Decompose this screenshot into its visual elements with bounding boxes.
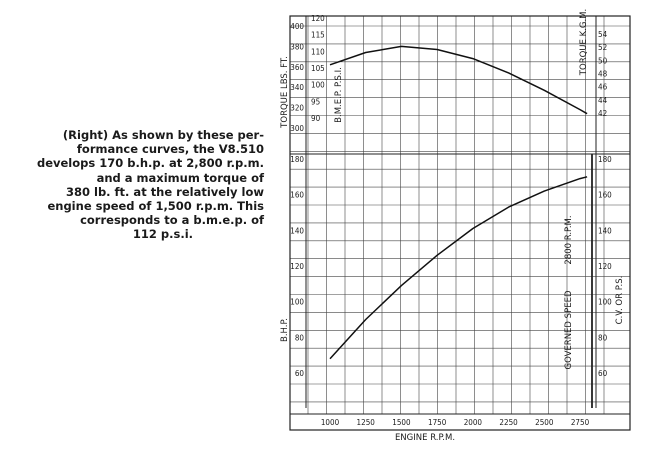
chart-frame <box>289 15 631 431</box>
axis-title-rpm: ENGINE R.P.M. <box>395 433 455 443</box>
axis-title-bhp: B.H.P. <box>280 318 290 342</box>
chart-curves <box>329 45 588 360</box>
tick-label-cv: 80 <box>598 333 608 342</box>
caption-line: formance curves, the V8.510 <box>76 142 264 157</box>
tick-label-torque-lbft: 400 <box>290 22 304 31</box>
tick-label-cv: 160 <box>598 191 612 200</box>
caption-line: 112 p.s.i. <box>132 227 194 242</box>
governed-speed-label: GOVERNED SPEED <box>564 290 574 369</box>
tick-label-bhp: 60 <box>295 369 305 378</box>
tick-label-torque-lbft: 300 <box>290 124 304 133</box>
tick-label-bhp: 180 <box>290 155 304 164</box>
tick-label-bmep: 120 <box>311 14 325 23</box>
chart-grid <box>290 16 630 414</box>
axis-title-torque-kgm: TORQUE K.G.M. <box>579 9 589 76</box>
governed-rpm-label: 2800 R.P.M. <box>564 215 574 264</box>
tick-label-torque-kgm: 52 <box>598 43 607 52</box>
axis-title-torque-lbft: TORQUE LBS. FT. <box>280 56 290 129</box>
chart-border <box>289 15 631 431</box>
chart-labels: TORQUE LBS. FT. B.M.E.P. P.S.I. TORQUE K.G… <box>280 9 625 443</box>
tick-label-torque-kgm: 46 <box>598 83 608 92</box>
caption-line: engine speed of 1,500 r.p.m. This <box>47 199 264 214</box>
caption-line: corresponds to a b.m.e.p. of <box>80 213 264 228</box>
tick-label-cv: 100 <box>598 298 612 307</box>
caption-line: (Right) As shown by these per- <box>62 128 264 142</box>
tick-label-bmep: 100 <box>311 81 325 90</box>
tick-label-bhp: 160 <box>290 191 304 200</box>
tick-label-torque-kgm: 50 <box>598 56 608 65</box>
tick-label-torque-kgm: 48 <box>598 70 608 79</box>
tick-label-rpm: 2500 <box>535 418 554 427</box>
tick-label-bhp: 140 <box>290 226 304 235</box>
tick-label-cv: 120 <box>598 262 612 271</box>
tick-label-bmep: 90 <box>311 114 321 123</box>
tick-label-rpm: 2000 <box>464 418 483 427</box>
tick-label-torque-kgm: 42 <box>598 109 607 118</box>
tick-label-torque-kgm: 54 <box>598 30 608 39</box>
tick-label-rpm: 2750 <box>571 418 590 427</box>
tick-label-bhp: 80 <box>295 333 305 342</box>
tick-label-rpm: 1500 <box>392 418 411 427</box>
tick-label-cv: 60 <box>598 369 608 378</box>
tick-label-bmep: 95 <box>311 97 320 106</box>
tick-label-bmep: 110 <box>311 47 325 56</box>
power-curve <box>329 176 588 360</box>
tick-label-rpm: 1250 <box>357 418 376 427</box>
torque-curve <box>329 45 588 115</box>
tick-label-bhp: 100 <box>290 298 304 307</box>
tick-label-cv: 180 <box>598 155 612 164</box>
tick-label-torque-lbft: 340 <box>290 83 304 92</box>
tick-label-torque-lbft: 380 <box>290 42 304 51</box>
tick-label-torque-lbft: 360 <box>290 63 304 72</box>
tick-label-torque-lbft: 320 <box>290 104 304 113</box>
caption-line: and a maximum torque of <box>96 170 264 185</box>
tick-label-rpm: 1750 <box>428 418 447 427</box>
axis-title-cv: C.V. OR P.S. <box>615 276 625 325</box>
tick-label-cv: 140 <box>598 226 612 235</box>
caption: (Right) As shown by these per- formance … <box>2 128 264 242</box>
tick-label-bmep: 115 <box>311 31 325 40</box>
tick-label-rpm: 2250 <box>499 418 518 427</box>
tick-label-rpm: 1000 <box>321 418 340 427</box>
chart-ticks: 300 320 340 360 380 400 90 95 100 105 110 115 120 42 4… <box>290 14 612 427</box>
caption-line: 380 lb. ft. at the relatively low <box>66 184 264 199</box>
caption-line: develops 170 b.h.p. at 2,800 r.p.m. <box>36 156 264 171</box>
tick-label-bmep: 105 <box>311 64 325 73</box>
tick-label-torque-kgm: 44 <box>598 96 608 105</box>
tick-label-bhp: 120 <box>290 262 304 271</box>
axis-title-bmep: B.M.E.P. P.S.I. <box>334 67 344 123</box>
